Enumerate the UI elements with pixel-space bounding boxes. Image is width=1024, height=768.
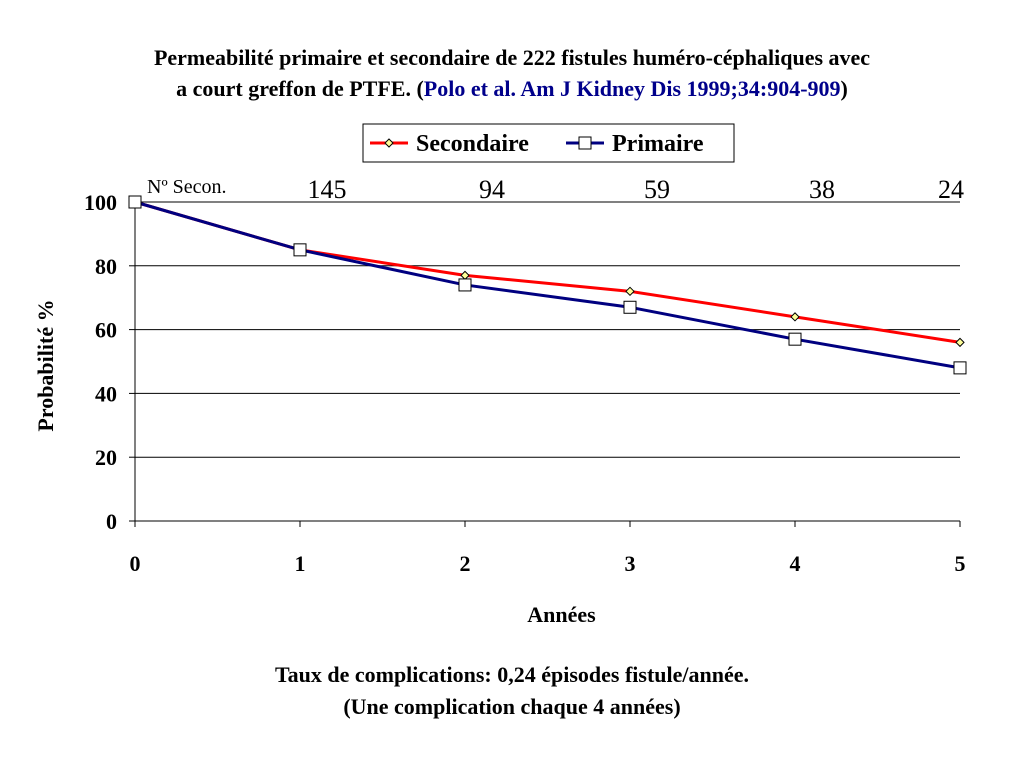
footnote-line-2: (Une complication chaque 4 années) bbox=[343, 694, 681, 719]
footnote: Taux de complications: 0,24 épisodes fis… bbox=[0, 659, 1024, 723]
legend: Secondaire Primaire bbox=[362, 123, 735, 163]
title-reference: Polo et al. Am J Kidney Dis 1999;34:904-… bbox=[423, 76, 841, 101]
gridlines bbox=[135, 201, 960, 458]
title-line-2-suffix: ) bbox=[840, 76, 848, 101]
labels: 0 20 40 60 80 100 0 1 2 3 4 5 Années Probabilité % Nº … bbox=[33, 175, 966, 627]
footnote-line-1: Taux de complications: 0,24 épisodes fis… bbox=[274, 662, 750, 687]
x-tick-label: 2 bbox=[460, 551, 471, 576]
at-risk-count: 59 bbox=[644, 175, 670, 204]
diamond-marker bbox=[955, 337, 965, 348]
series-secondaire bbox=[134, 200, 961, 344]
square-marker bbox=[953, 361, 967, 375]
chart-title: Permeabilité primaire et secondaire de 2… bbox=[0, 42, 1024, 104]
x-tick-label: 0 bbox=[130, 551, 141, 576]
y-tick-label: 40 bbox=[95, 381, 117, 406]
title-line-2-prefix: a court greffon de PTFE. ( bbox=[176, 76, 424, 101]
y-tick-label: 100 bbox=[84, 190, 117, 215]
square-marker bbox=[128, 195, 142, 209]
at-risk-label: Nº Secon. bbox=[147, 176, 227, 198]
y-tick-label: 80 bbox=[95, 254, 117, 279]
y-tick-label: 0 bbox=[106, 509, 117, 534]
markers-primaire bbox=[128, 195, 967, 375]
y-axis-title: Probabilité % bbox=[33, 299, 58, 431]
diamond-marker bbox=[625, 286, 635, 297]
axes bbox=[129, 201, 961, 527]
legend-item-primaire: Primaire bbox=[566, 131, 704, 157]
legend-label: Primaire bbox=[612, 131, 704, 157]
square-marker bbox=[578, 136, 592, 150]
diamond-marker bbox=[790, 312, 800, 322]
title-line-1: Permeabilité primaire et secondaire de 2… bbox=[153, 45, 871, 70]
x-tick-label: 5 bbox=[955, 551, 966, 576]
x-axis-title: Années bbox=[527, 602, 596, 627]
legend-item-secondaire: Secondaire bbox=[370, 131, 529, 157]
square-marker bbox=[293, 243, 307, 257]
legend-label: Secondaire bbox=[416, 131, 529, 157]
line-chart: 0 20 40 60 80 100 0 1 2 3 4 5 Années Probabilité % Nº … bbox=[33, 123, 967, 627]
diamond-marker bbox=[460, 270, 470, 281]
y-tick-label: 60 bbox=[95, 318, 117, 343]
x-tick-label: 1 bbox=[295, 551, 306, 576]
x-tick-label: 3 bbox=[625, 551, 636, 576]
square-marker bbox=[788, 332, 802, 346]
series-line-secondaire bbox=[134, 200, 961, 344]
square-marker bbox=[458, 278, 472, 292]
series-line-primaire bbox=[134, 200, 961, 370]
series-primaire bbox=[134, 200, 961, 370]
series-group bbox=[128, 195, 967, 375]
at-risk-count: 94 bbox=[479, 175, 505, 204]
diamond-marker bbox=[384, 138, 394, 148]
title-line-2: a court greffon de PTFE. (Polo et al. Am… bbox=[0, 73, 1024, 104]
at-risk-count: 38 bbox=[809, 175, 835, 204]
square-marker bbox=[623, 300, 637, 314]
legend-box bbox=[362, 123, 735, 163]
y-tick-label: 20 bbox=[95, 445, 117, 470]
at-risk-count: 145 bbox=[308, 175, 347, 204]
x-tick-label: 4 bbox=[790, 551, 801, 576]
at-risk-count: 24 bbox=[938, 175, 964, 204]
